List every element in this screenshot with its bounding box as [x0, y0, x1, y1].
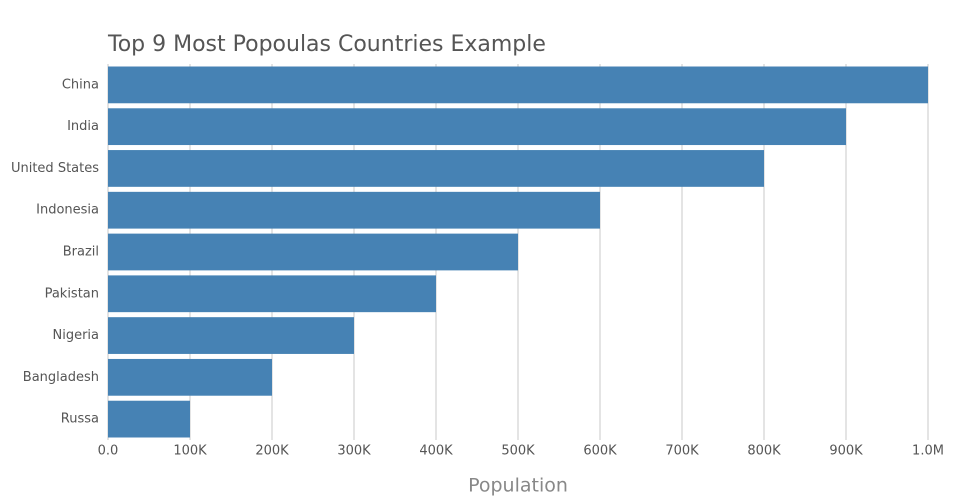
- y-tick-label: Nigeria: [52, 328, 99, 343]
- y-tick-label: United States: [11, 161, 99, 176]
- x-tick-label: 100K: [173, 444, 207, 459]
- x-tick-label: 600K: [583, 444, 617, 459]
- bar: [108, 275, 436, 313]
- y-tick-label: Bangladesh: [23, 370, 99, 385]
- chart-title: Top 9 Most Popoulas Countries Example: [107, 32, 546, 57]
- bar: [108, 317, 354, 354]
- x-tick-label: 200K: [255, 444, 289, 459]
- bar: [108, 233, 518, 271]
- bar: [108, 358, 272, 396]
- y-tick-label: Indonesia: [36, 203, 99, 218]
- x-tick-label: 400K: [419, 444, 453, 459]
- x-tick-label: 800K: [747, 444, 781, 459]
- x-tick-label: 700K: [665, 444, 699, 459]
- x-tick-label: 900K: [829, 444, 863, 459]
- bar: [108, 150, 764, 187]
- bar: [108, 400, 190, 438]
- y-tick-label: India: [67, 119, 99, 134]
- bar: [108, 191, 600, 229]
- y-tick-label: Pakistan: [45, 286, 99, 301]
- x-axis-title: Population: [468, 475, 568, 497]
- y-tick-label: Russa: [61, 412, 99, 427]
- x-tick-label: 1.0M: [912, 444, 944, 459]
- x-tick-label: 300K: [337, 444, 371, 459]
- bar: [108, 108, 846, 146]
- y-tick-label: Brazil: [63, 245, 99, 260]
- x-tick-label: 0.0: [98, 444, 119, 459]
- y-tick-label: China: [62, 77, 99, 92]
- x-tick-label: 500K: [501, 444, 535, 459]
- bar: [108, 66, 928, 104]
